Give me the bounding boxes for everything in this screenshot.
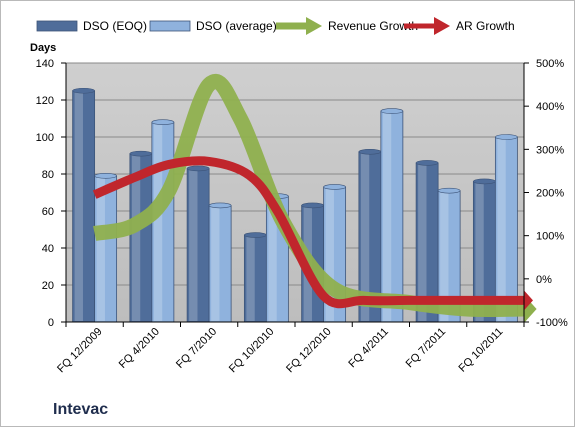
bar-top xyxy=(301,202,324,209)
bar-highlight xyxy=(153,123,163,321)
legend: DSO (EOQ) DSO (average) Revenue Growth AR G… xyxy=(36,17,515,35)
legend-arrowhead xyxy=(306,17,322,35)
legend-arrowhead xyxy=(434,17,450,35)
bar-highlight xyxy=(246,236,255,321)
revenue-growth-line xyxy=(93,74,525,318)
legend-label: DSO (average) xyxy=(196,19,277,33)
ar-growth-line xyxy=(92,156,524,309)
y2-tick-label: 0% xyxy=(536,274,552,286)
legend-swatch xyxy=(149,20,191,32)
bar-highlight xyxy=(360,152,370,321)
x-tick-label: FQ 7/2010 xyxy=(174,326,219,371)
y-tick-label: 0 xyxy=(48,317,54,329)
bar-highlight xyxy=(440,191,449,321)
bar-highlight xyxy=(418,163,427,321)
legend-label: AR Growth xyxy=(456,19,515,33)
y2-tick-label: 500% xyxy=(536,58,564,70)
bar-highlight xyxy=(131,154,141,321)
y-tick-label: 80 xyxy=(42,169,54,181)
x-tick-label: FQ 12/2009 xyxy=(55,326,105,376)
bar-top xyxy=(72,87,95,94)
bars xyxy=(72,87,518,323)
legend-label: DSO (EOQ) xyxy=(83,19,147,33)
legend-swatch xyxy=(36,20,78,32)
y-tick-label: 40 xyxy=(42,243,54,255)
y2-tick-label: 200% xyxy=(536,188,564,200)
bar-top xyxy=(473,178,496,185)
bar-top xyxy=(129,150,153,157)
bar-highlight xyxy=(325,187,334,321)
bar-top xyxy=(208,202,232,209)
y2-tick-label: 300% xyxy=(536,144,564,156)
x-tick-label: FQ 12/2010 xyxy=(284,326,334,376)
y-tick-label: 120 xyxy=(36,95,54,107)
bar-top xyxy=(323,184,346,190)
bar-highlight xyxy=(497,138,506,321)
y-tick-label: 20 xyxy=(42,280,54,292)
bar-top xyxy=(415,160,439,166)
bar-top xyxy=(186,165,210,172)
y2-tick-label: 100% xyxy=(536,231,564,243)
ar-growth-arrowhead xyxy=(524,290,533,311)
bar-top xyxy=(380,108,404,114)
company-name: Intevac xyxy=(53,401,108,418)
legend-label: Revenue Growth xyxy=(328,19,418,33)
x-tick-label: FQ 10/2010 xyxy=(227,326,277,376)
bar-top xyxy=(151,119,175,125)
bar-top xyxy=(495,134,518,140)
x-tick-label: FQ 4/2011 xyxy=(346,326,391,371)
growth-lines xyxy=(92,74,537,324)
y-axis-title: Days xyxy=(30,42,56,54)
y-tick-label: 100 xyxy=(36,132,54,144)
bar-highlight xyxy=(96,176,105,321)
bar-highlight xyxy=(211,206,220,321)
y-tick-label: 140 xyxy=(36,58,54,70)
bar-top xyxy=(244,232,267,238)
y2-tick-label: -100% xyxy=(536,317,568,329)
bar-highlight xyxy=(475,182,484,321)
bar-top xyxy=(94,173,117,179)
y2-tick-label: 400% xyxy=(536,101,564,113)
x-tick-label: FQ 7/2011 xyxy=(404,326,449,371)
bar-highlight xyxy=(189,169,198,321)
bar-top xyxy=(358,149,382,155)
bar-highlight xyxy=(74,91,83,321)
bar-highlight xyxy=(268,197,277,321)
x-tick-label: FQ 4/2010 xyxy=(117,326,162,371)
bar-highlight xyxy=(382,112,392,321)
bar-top xyxy=(437,187,461,194)
y-tick-label: 60 xyxy=(42,206,54,218)
x-tick-label: FQ 10/2011 xyxy=(457,326,506,375)
